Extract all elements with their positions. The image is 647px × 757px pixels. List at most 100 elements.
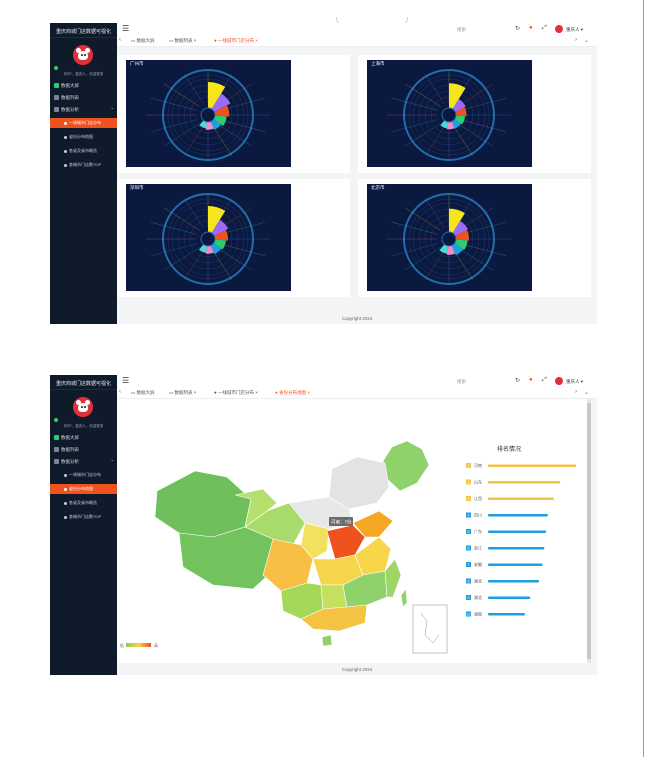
tab-dashboard[interactable]: ▭ 数据大屏 — [131, 390, 155, 395]
label-line — [425, 126, 445, 156]
refresh-icon[interactable]: ↻ — [515, 26, 521, 32]
rose-slice — [208, 206, 226, 234]
rank-province: 浙江 — [474, 545, 482, 551]
label-line — [453, 126, 473, 156]
label-line — [405, 83, 441, 107]
sidebar-item-dashboard[interactable]: 数据大屏 — [50, 433, 117, 442]
tab-list[interactable]: ▭ 数据列表 × — [169, 38, 197, 43]
rose-slice — [449, 208, 465, 234]
sidebar-item-analysis[interactable]: 数据分析 ⌃ — [50, 105, 117, 114]
rank-number: 10 — [467, 613, 471, 617]
user-menu[interactable]: 重庆人 ▾ — [566, 27, 584, 32]
menu-icon[interactable]: ☰ — [122, 24, 130, 33]
sidebar-subitem-province-overview[interactable]: 各省及省市概览 — [50, 146, 117, 156]
dashboard-icon — [54, 83, 59, 88]
rose-slice — [213, 115, 227, 126]
sidebar-item-list[interactable]: 数据列表 — [50, 445, 117, 454]
tab-city-distribution[interactable]: ● 一线城市门店分布 × — [214, 390, 258, 395]
label-line — [184, 74, 204, 104]
label-line — [216, 247, 252, 271]
tab-city-distribution[interactable]: ● 一线城市门店分布 × — [214, 38, 258, 43]
sidebar-subitem-city-distribution[interactable]: 一线城市门店分布 — [50, 118, 117, 128]
online-status-icon — [54, 418, 58, 422]
sidebar-subitem-city-top[interactable]: 各城市门店数TOP — [50, 160, 117, 170]
rank-bar — [488, 596, 531, 599]
label-line — [164, 247, 200, 271]
sidebar-item-list[interactable]: 数据列表 — [50, 93, 117, 102]
ranking-title: 排名情况 — [497, 445, 521, 453]
label-line — [457, 83, 493, 107]
rank-number: 9 — [468, 596, 470, 600]
sidebar-subitem-province-map[interactable]: 省份分布地图 — [50, 484, 117, 494]
chevron-down-icon[interactable]: ⌄ — [584, 390, 590, 396]
tab-scroll-right-icon[interactable]: › — [575, 37, 577, 43]
rank-bar — [488, 497, 554, 500]
label-line — [460, 98, 507, 111]
rank-badge — [466, 479, 471, 485]
chart-card: 北京市 — [358, 179, 591, 297]
rank-bar — [488, 530, 547, 533]
user-menu[interactable]: 重庆人 ▾ — [566, 379, 584, 384]
sidebar-subitem-city-top[interactable]: 各城市门店数TOP — [50, 512, 117, 522]
sidebar-subitem-province-map[interactable]: 省份分布地图 — [50, 132, 117, 142]
sidebar-item-analysis[interactable]: 数据分析 ⌃ — [50, 457, 117, 466]
fullscreen-icon[interactable]: ⤢ — [542, 377, 547, 383]
rose-slice — [214, 229, 228, 241]
tab-bar: ‹ ▭ 数据大屏 ▭ 数据列表 × ● 一线城市门店分布 × › ⌄ — [117, 36, 597, 47]
rose-slice — [211, 219, 229, 236]
chevron-up-icon: ⌃ — [110, 459, 114, 464]
label-line — [391, 98, 438, 111]
chevron-down-icon[interactable]: ⌄ — [584, 38, 590, 44]
user-avatar[interactable] — [555, 25, 563, 33]
rank-badge — [466, 595, 471, 600]
rose-slice — [210, 243, 222, 255]
rose-chart-svg — [146, 193, 270, 285]
avatar[interactable] — [73, 45, 93, 65]
notification-icon[interactable]: ● — [529, 25, 533, 31]
rank-badge — [466, 562, 471, 567]
fullscreen-icon[interactable]: ⤢ — [542, 25, 547, 31]
legend-high-label: 高 — [154, 642, 158, 648]
rose-center — [200, 107, 216, 123]
label-line — [460, 243, 507, 256]
sidebar-subitem-province-overview[interactable]: 各省及省市概览 — [50, 498, 117, 508]
tab-scroll-left-icon[interactable]: ‹ — [119, 37, 121, 43]
menu-icon[interactable]: ☰ — [122, 376, 130, 385]
label-line — [212, 126, 232, 156]
label-line — [457, 247, 493, 271]
rose-slice — [213, 239, 226, 250]
rose-slice — [440, 120, 448, 129]
notification-icon[interactable]: ● — [529, 377, 533, 383]
rank-number: 4 — [468, 514, 470, 518]
search-input[interactable]: 搜索 — [457, 27, 466, 32]
rank-bar — [488, 481, 561, 484]
sidebar-item-dashboard[interactable]: 数据大屏 — [50, 81, 117, 90]
avatar[interactable] — [73, 397, 93, 417]
tab-scroll-left-icon[interactable]: ‹ — [119, 389, 121, 395]
rose-chart: 广州市 — [126, 60, 291, 167]
rank-province: 广东 — [474, 528, 482, 534]
rank-bar — [488, 464, 576, 467]
label-line — [184, 198, 204, 228]
rose-slice — [205, 245, 214, 254]
refresh-icon[interactable]: ↻ — [515, 378, 521, 384]
search-input[interactable]: 搜索 — [457, 379, 466, 384]
rose-slice — [210, 119, 222, 130]
rose-slice — [208, 82, 226, 110]
rank-badge — [466, 545, 471, 551]
app-title: 重庆商城门店数据可视化 — [50, 375, 117, 390]
online-status-icon — [54, 66, 58, 70]
user-avatar[interactable] — [555, 377, 563, 385]
tab-list[interactable]: ▭ 数据列表 × — [169, 390, 197, 395]
scrollbar[interactable] — [587, 399, 591, 663]
visual-map-gradient[interactable] — [126, 643, 151, 647]
tab-province-map[interactable]: ● 省份分布地图 × — [275, 390, 310, 395]
list-icon — [54, 95, 59, 100]
map-card: 河南：7份 低 高 排名情况 1 河南 2 山东 3 江西 4 四川 5 广东 6 浙江 7 安徽 8 湖北 9… — [117, 399, 591, 663]
sidebar-subitem-city-distribution[interactable]: 一线城市门店分布 — [50, 470, 117, 480]
tab-dashboard[interactable]: ▭ 数据大屏 — [131, 38, 155, 43]
rank-province: 江西 — [474, 495, 482, 501]
welcome-text: 你好!，重庆人，欢迎登录 — [63, 424, 104, 428]
tab-scroll-right-icon[interactable]: › — [575, 389, 577, 395]
page-edge-line — [643, 0, 644, 757]
